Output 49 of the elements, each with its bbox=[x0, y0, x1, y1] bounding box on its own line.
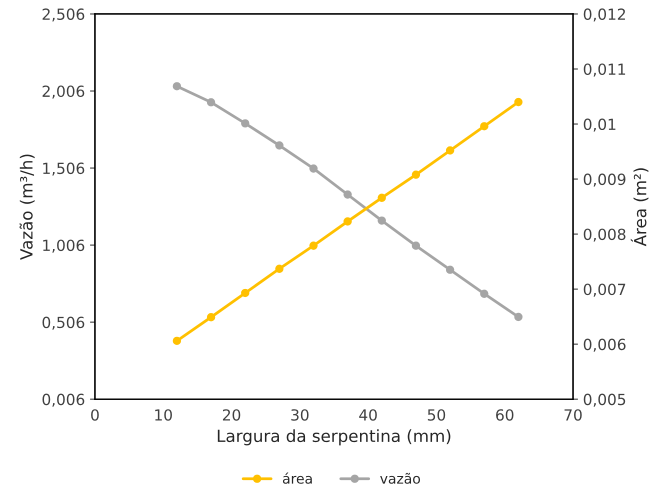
y-tick-label: 2,006 bbox=[42, 85, 84, 99]
point bbox=[309, 164, 318, 173]
y2-tick-label: 0,01 bbox=[584, 118, 616, 132]
point bbox=[172, 336, 182, 346]
point bbox=[275, 264, 284, 273]
x-tick-label: 50 bbox=[428, 409, 446, 421]
point bbox=[172, 82, 182, 90]
y2-tick-label: 0,012 bbox=[584, 8, 625, 22]
y2-tick-label: 0,011 bbox=[584, 63, 626, 77]
point bbox=[206, 98, 216, 106]
y-tick-label: 0,006 bbox=[42, 394, 84, 407]
y2-tick-label: 0,005 bbox=[584, 394, 626, 407]
y-tick-label: 1,506 bbox=[43, 162, 84, 176]
point bbox=[378, 194, 386, 202]
y-tick-label: 2,506 bbox=[42, 8, 84, 22]
x-tick-label: 40 bbox=[359, 409, 377, 421]
point bbox=[446, 266, 454, 274]
x-tick-label: 10 bbox=[155, 409, 172, 421]
legend-label: área bbox=[282, 472, 312, 484]
point bbox=[275, 141, 284, 150]
y2-tick-label: 0,009 bbox=[584, 174, 626, 187]
point bbox=[343, 190, 352, 199]
point bbox=[514, 312, 523, 322]
y-axis-title: Vazão (m³/h) bbox=[20, 154, 35, 260]
y-tick-label: 0,506 bbox=[42, 316, 84, 330]
point bbox=[309, 241, 318, 250]
point bbox=[206, 313, 216, 322]
y-tick-label: 1,006 bbox=[43, 240, 84, 253]
point bbox=[343, 217, 352, 226]
x-axis-title: Largura da serpentina (mm) bbox=[218, 429, 450, 446]
y2-axis-title: Área (m²) bbox=[630, 168, 648, 246]
point bbox=[412, 242, 420, 250]
y2-tick-label: 0,006 bbox=[584, 338, 626, 352]
x-tick-label: 70 bbox=[564, 409, 582, 421]
legend-label: vazão bbox=[380, 472, 420, 484]
y2-tick-label: 0,007 bbox=[584, 284, 626, 297]
point bbox=[412, 170, 420, 179]
y2-tick-label: 0,008 bbox=[584, 228, 626, 242]
point bbox=[378, 216, 386, 225]
point bbox=[241, 119, 250, 128]
point bbox=[241, 288, 250, 298]
point bbox=[446, 146, 454, 155]
x-tick-label: 20 bbox=[222, 409, 240, 421]
point bbox=[514, 98, 523, 106]
point bbox=[480, 290, 488, 298]
x-tick-label: 60 bbox=[496, 409, 514, 421]
x-tick-label: 0 bbox=[91, 409, 99, 421]
point bbox=[480, 122, 488, 130]
x-tick-label: 30 bbox=[291, 409, 309, 421]
